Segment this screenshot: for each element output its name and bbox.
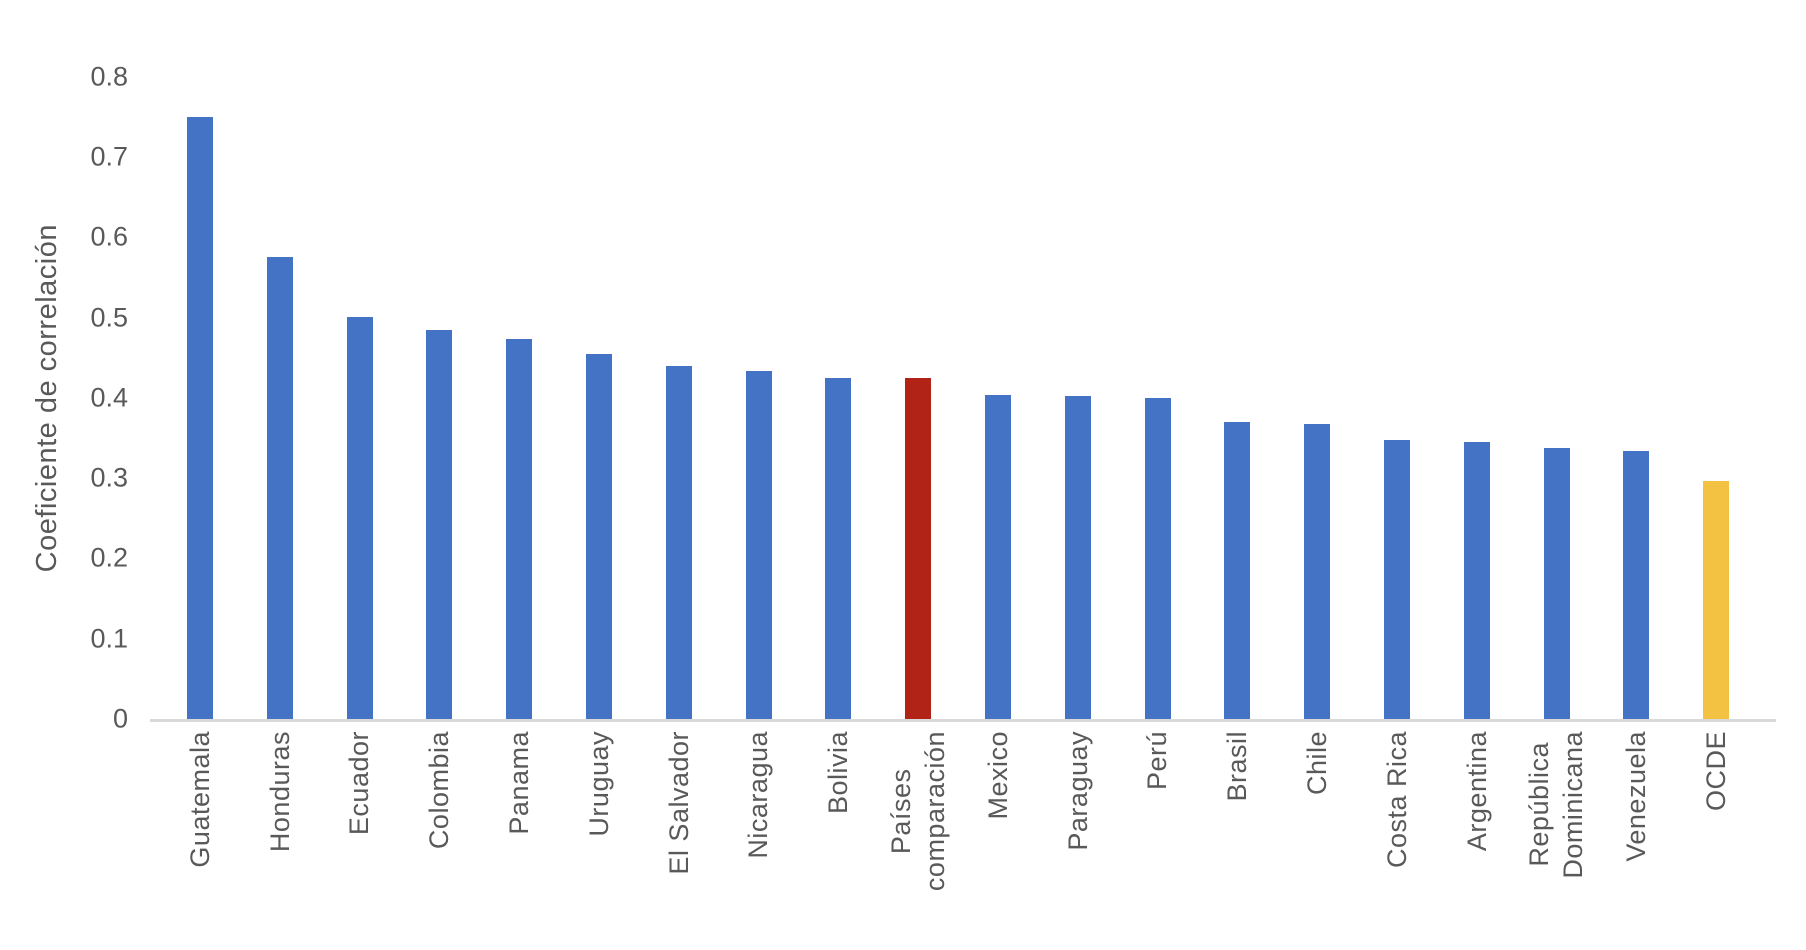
x-axis-label-text: Brasil <box>1222 731 1253 802</box>
bar-ocde <box>1703 480 1730 719</box>
bar-republica-dominicana <box>1543 447 1570 719</box>
bar-peru <box>1144 397 1171 719</box>
x-axis-label-text: Paraguay <box>1062 731 1093 851</box>
x-axis-label-text: Nicaragua <box>743 731 774 859</box>
x-axis-label-text: Panama <box>504 731 535 835</box>
bar-chile <box>1304 424 1331 719</box>
x-axis-label-text: Bolivia <box>823 731 854 815</box>
y-tick-label-0.2: 0.2 <box>90 542 128 573</box>
y-tick-label-0.7: 0.7 <box>90 141 128 172</box>
bar-costa-rica <box>1383 439 1410 719</box>
x-axis-label-text: Uruguay <box>583 731 614 837</box>
x-axis-label-text: Colombia <box>424 731 455 850</box>
bar-argentina <box>1463 441 1490 719</box>
y-tick-label-0.1: 0.1 <box>90 623 128 654</box>
x-axis-label-text: Argentina <box>1461 731 1492 852</box>
x-axis-label-text: Ecuador <box>344 731 375 836</box>
x-axis-label-text: OCDE <box>1701 731 1732 812</box>
bar-guatemala <box>186 116 213 719</box>
x-axis-label-text: Guatemala <box>184 731 215 868</box>
x-axis-label-text: Venezuela <box>1621 731 1652 862</box>
bar-mexico <box>984 395 1011 719</box>
bar-colombia <box>426 329 453 719</box>
bar-ecuador <box>346 316 373 719</box>
bar-honduras <box>266 257 293 719</box>
x-axis-label-text: Mexico <box>982 731 1013 820</box>
x-axis-label-text: República Dominicana <box>1524 731 1589 879</box>
x-axis-line <box>150 719 1776 722</box>
y-tick-label-0: 0 <box>112 703 128 734</box>
x-axis-label-text: Chile <box>1302 731 1333 796</box>
y-tick-label-0.8: 0.8 <box>90 61 128 92</box>
bar-brasil <box>1224 421 1251 719</box>
x-axis-label-text: Honduras <box>264 731 295 853</box>
bar-nicaragua <box>745 371 772 719</box>
y-tick-label-0.6: 0.6 <box>90 221 128 252</box>
x-axis-label-text: Países comparación <box>886 731 951 892</box>
bar-paraguay <box>1064 396 1091 719</box>
bar-venezuela <box>1623 450 1650 719</box>
y-tick-label-0.4: 0.4 <box>90 382 128 413</box>
x-axis-label-text: Costa Rica <box>1381 731 1412 869</box>
x-axis-label-ocde: OCDE <box>1666 731 1766 946</box>
bar-paises-comparacion <box>905 377 932 719</box>
bar-bolivia <box>825 377 852 719</box>
bar-panama <box>506 339 533 719</box>
x-axis-label-text: El Salvador <box>663 731 694 875</box>
bar-el-salvador <box>665 365 692 719</box>
y-tick-label-0.5: 0.5 <box>90 302 128 332</box>
x-axis-label-text: Perú <box>1142 731 1173 791</box>
y-tick-label-0.3: 0.3 <box>90 462 128 493</box>
bar-uruguay <box>585 353 612 719</box>
